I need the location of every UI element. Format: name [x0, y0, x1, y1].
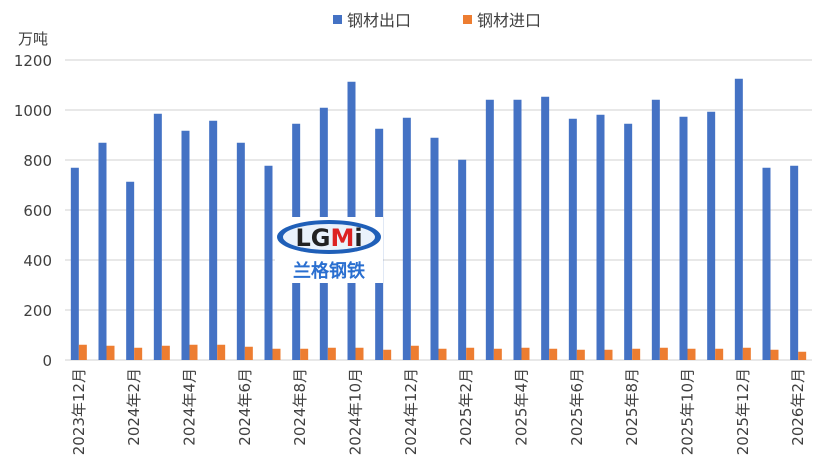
bar-export: [596, 114, 605, 360]
bar-export: [209, 120, 218, 360]
bar-import: [438, 348, 447, 360]
x-tick-label: 2024年12月: [402, 368, 420, 455]
bar-import: [272, 348, 281, 360]
bar-import: [742, 347, 751, 360]
bar-import: [604, 349, 613, 360]
watermark-logo: LGMi 兰格钢铁: [275, 217, 383, 283]
bar-export: [153, 113, 162, 360]
bar-export: [651, 99, 660, 360]
x-tick-label: 2025年10月: [679, 368, 697, 455]
bar-export: [790, 165, 799, 360]
y-tick-label: 1000: [14, 102, 52, 120]
x-tick-label: 2025年12月: [734, 368, 752, 455]
bar-export: [70, 167, 79, 360]
bar-import: [327, 347, 336, 360]
y-tick-label: 200: [23, 302, 52, 320]
x-tick-label: 2024年6月: [236, 368, 254, 446]
bar-export: [126, 181, 135, 360]
bar-import: [493, 348, 502, 360]
bar-import: [217, 344, 226, 360]
bar-import: [715, 348, 724, 360]
x-tick-label: 2024年8月: [291, 368, 309, 446]
x-tick-label: 2023年12月: [70, 368, 88, 455]
bar-export: [541, 96, 550, 360]
svg-text:LGMi: LGMi: [295, 224, 362, 252]
bar-export: [402, 117, 411, 360]
y-tick-label: 600: [23, 202, 52, 220]
bar-import: [521, 347, 530, 360]
bar-import: [659, 347, 668, 360]
bar-export: [485, 99, 494, 360]
bar-import: [549, 348, 558, 360]
bar-export: [513, 99, 522, 360]
bar-import: [134, 347, 143, 360]
bar-export: [430, 137, 439, 360]
x-tick-label: 2026年2月: [789, 368, 807, 446]
bar-import: [244, 346, 253, 360]
bar-export: [236, 142, 245, 360]
bar-import: [189, 344, 198, 360]
bar-export: [762, 167, 771, 360]
x-tick-label: 2024年10月: [347, 368, 365, 455]
bar-import: [798, 351, 807, 360]
y-tick-label: 800: [23, 152, 52, 170]
bar-import: [770, 349, 779, 360]
legend-swatch: [333, 15, 342, 24]
y-tick-label: 1200: [14, 52, 52, 70]
bar-export: [679, 116, 688, 360]
legend-label: 钢材进口: [477, 11, 541, 30]
bar-import: [410, 345, 419, 360]
y-axis-label: 万吨: [18, 30, 48, 48]
bar-import: [687, 348, 696, 360]
bar-import: [576, 349, 585, 360]
y-tick-label: 0: [42, 352, 52, 370]
bar-export: [734, 78, 743, 360]
bar-export: [98, 142, 107, 360]
bar-import: [78, 344, 87, 360]
bar-import: [632, 348, 641, 360]
bar-import: [355, 347, 364, 360]
legend-swatch: [463, 15, 472, 24]
bar-export: [264, 165, 273, 360]
x-tick-label: 2024年2月: [125, 368, 143, 446]
bar-import: [161, 345, 170, 360]
x-tick-label: 2025年8月: [623, 368, 641, 446]
bar-export: [458, 159, 467, 360]
bar-export: [568, 118, 577, 360]
bar-import: [300, 348, 309, 360]
x-tick-label: 2025年4月: [513, 368, 531, 446]
x-tick-label: 2025年6月: [568, 368, 586, 446]
x-tick-label: 2024年4月: [181, 368, 199, 446]
y-tick-label: 400: [23, 252, 52, 270]
bar-export: [181, 130, 190, 360]
bar-export: [624, 123, 633, 360]
bar-import: [466, 347, 475, 360]
bar-import: [383, 349, 392, 360]
x-tick-label: 2025年2月: [457, 368, 475, 446]
bar-import: [106, 345, 115, 360]
svg-text:兰格钢铁: 兰格钢铁: [293, 260, 365, 282]
legend-label: 钢材出口: [347, 11, 411, 30]
bar-export: [707, 111, 716, 360]
